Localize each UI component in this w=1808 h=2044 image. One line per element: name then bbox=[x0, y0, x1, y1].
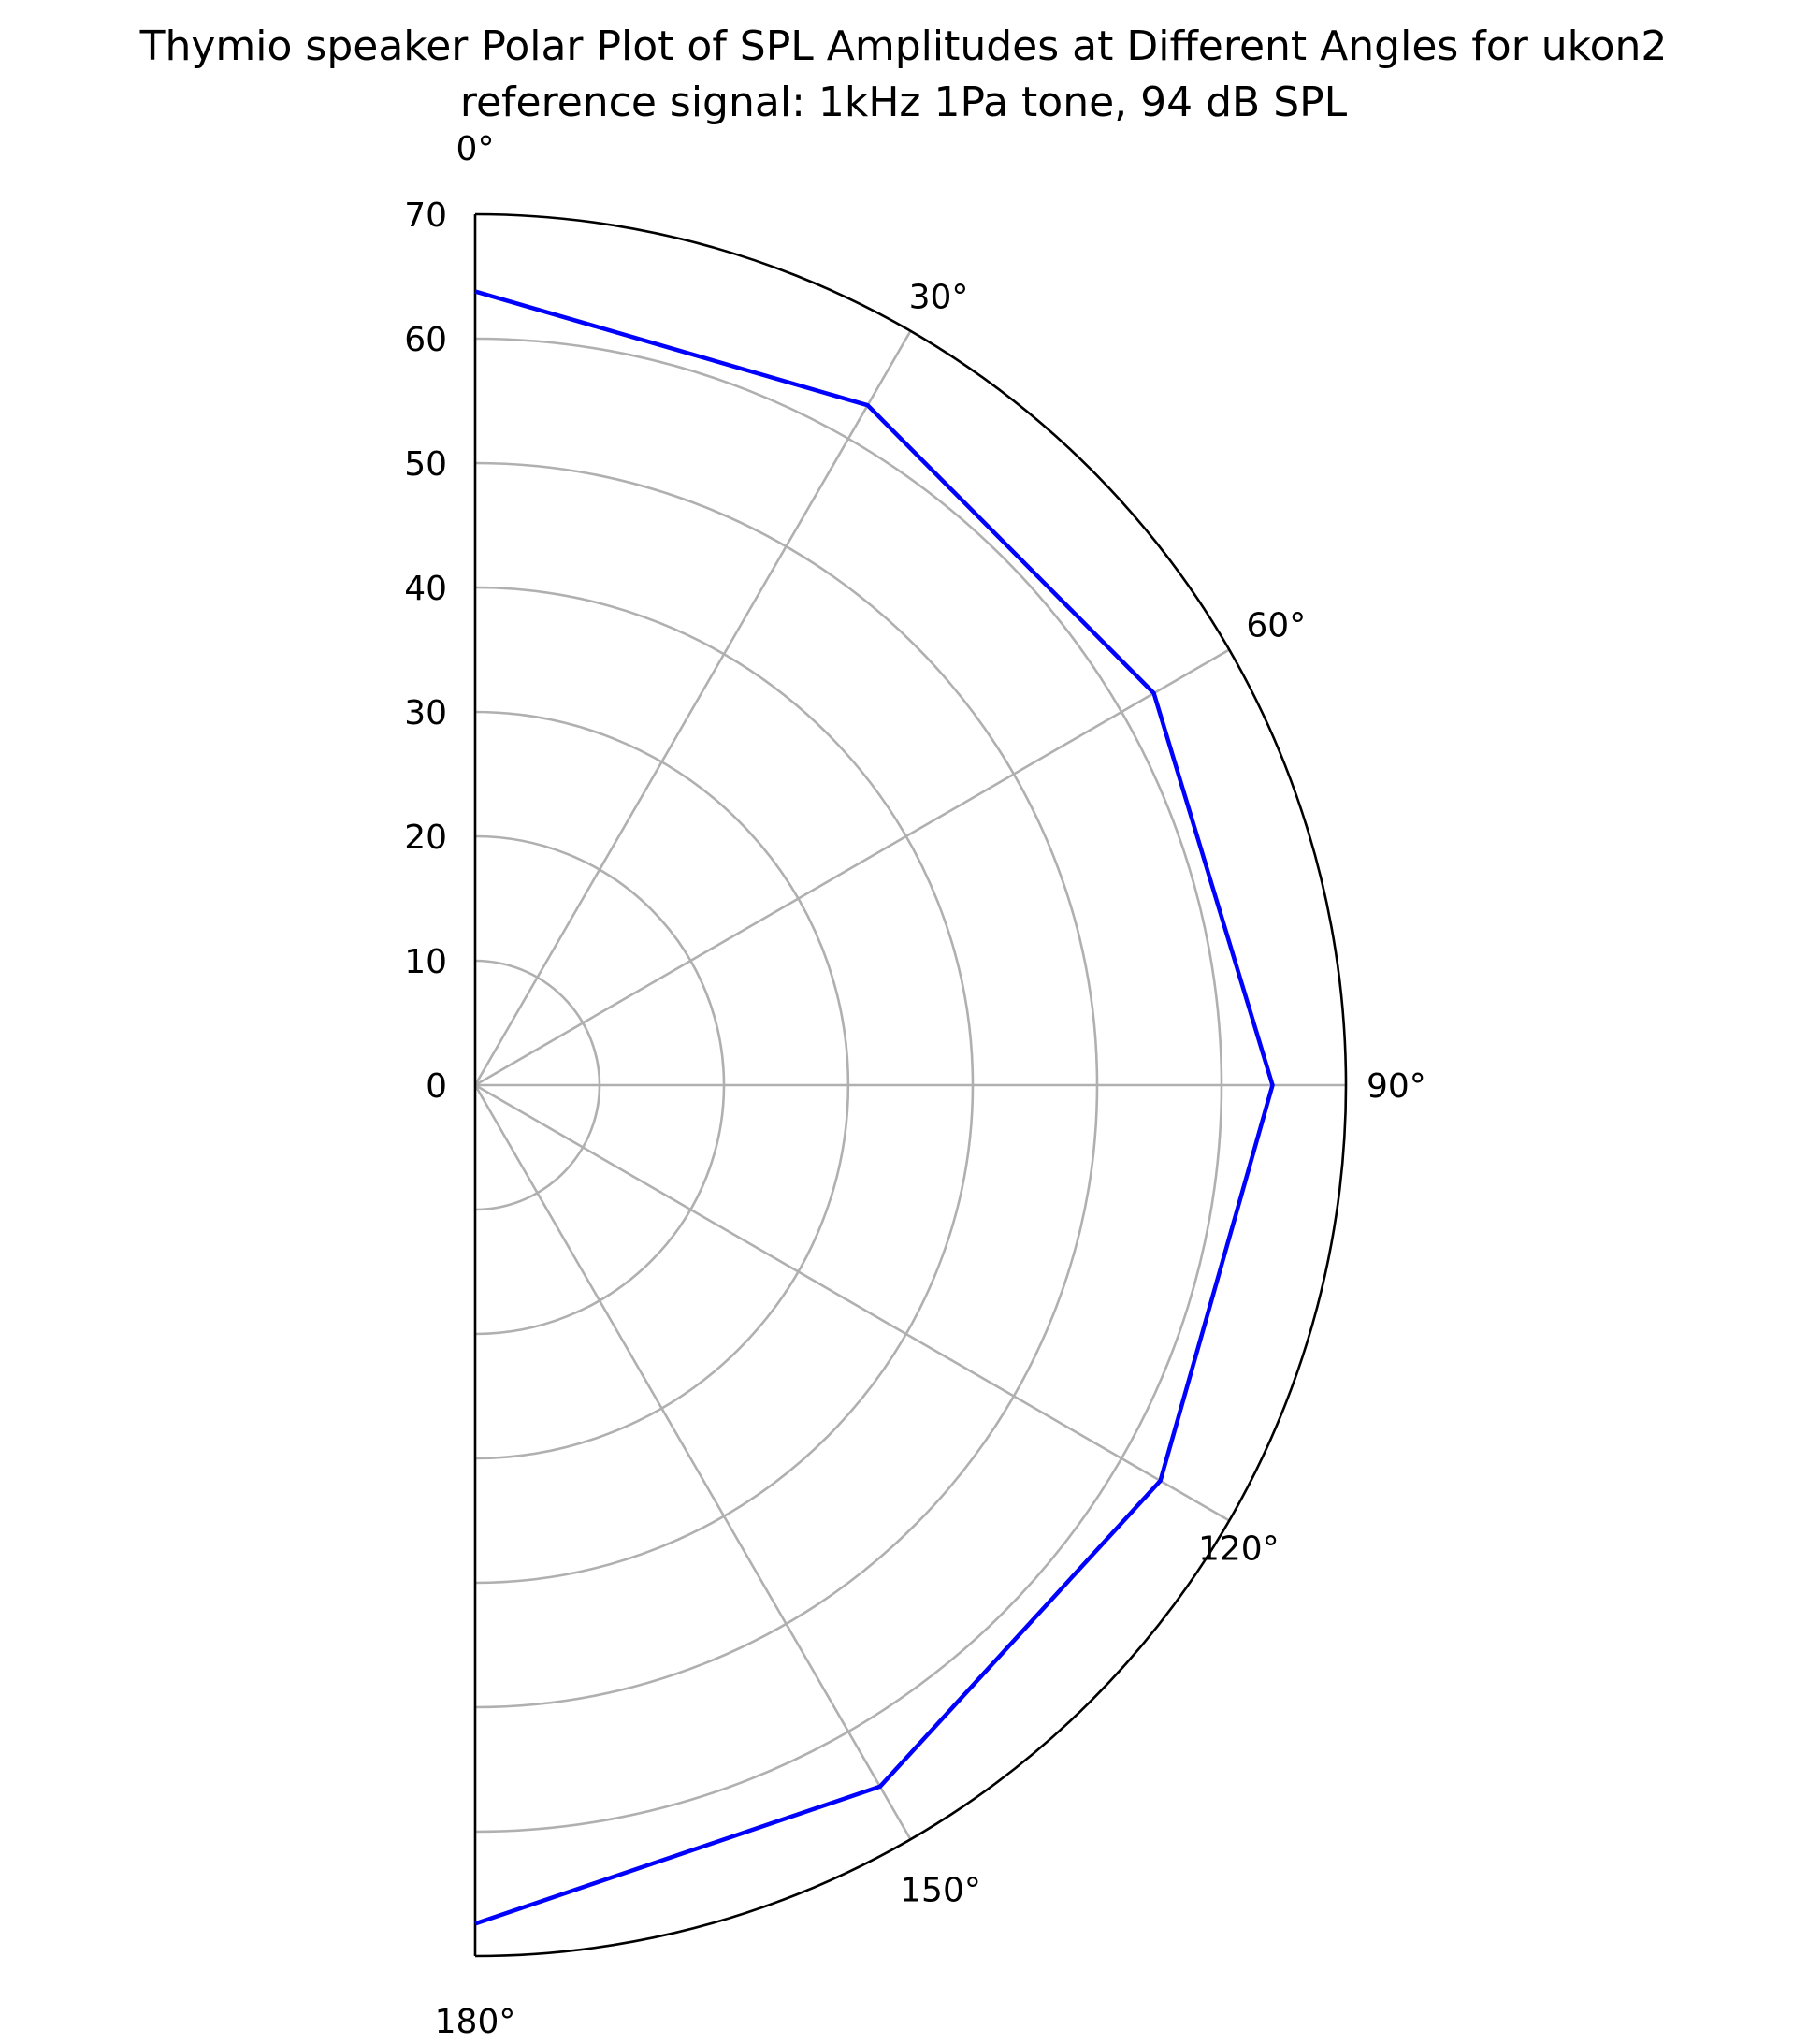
polar-frame bbox=[473, 212, 1348, 1958]
angular-gridline bbox=[474, 648, 1230, 1087]
angle-tick-label: 120° bbox=[1198, 1530, 1280, 1569]
radial-tick-label: 70 bbox=[404, 196, 447, 235]
angle-tick-label: 30° bbox=[909, 279, 969, 317]
angle-tick-label: 150° bbox=[900, 1871, 981, 1909]
chart-subtitle: reference signal: 1kHz 1Pa tone, 94 dB S… bbox=[460, 79, 1348, 126]
radial-tick-label: 50 bbox=[404, 445, 447, 484]
polar-grid bbox=[473, 330, 1346, 1840]
angle-tick-label: 180° bbox=[435, 2003, 516, 2041]
chart-title: Thymio speaker Polar Plot of SPL Amplitu… bbox=[139, 22, 1668, 70]
angular-gridline bbox=[473, 330, 912, 1086]
angular-gridline bbox=[474, 1083, 1230, 1522]
angle-tick-label: 90° bbox=[1367, 1067, 1426, 1106]
angle-tick-label: 0° bbox=[456, 130, 495, 168]
radial-tick-label: 30 bbox=[404, 694, 447, 732]
radial-tick-label: 0 bbox=[426, 1067, 447, 1106]
radial-tick-label: 10 bbox=[404, 943, 447, 981]
polar-outer-arc bbox=[474, 212, 1348, 1958]
radial-tick-label: 20 bbox=[404, 819, 447, 857]
radial-tick-label: 40 bbox=[404, 570, 447, 608]
series-layer bbox=[474, 289, 1275, 1926]
radial-tick-label: 60 bbox=[404, 321, 447, 359]
angle-tick-label: 60° bbox=[1246, 607, 1306, 645]
tick-labels: 0 10 20 30 40 50 60 700° 30° 60° 90° 120° 150° 180° bbox=[404, 130, 1426, 2041]
angular-gridline bbox=[473, 1084, 912, 1840]
